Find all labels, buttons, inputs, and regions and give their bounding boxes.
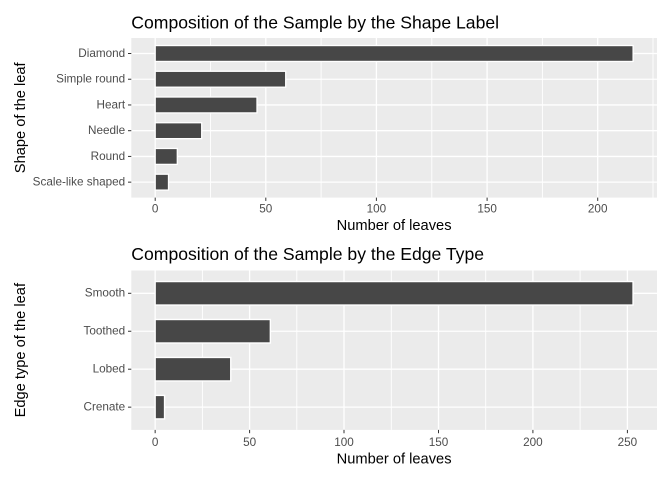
svg-text:Composition of the Sample by t: Composition of the Sample by the Edge Ty… <box>131 244 484 264</box>
svg-text:150: 150 <box>429 436 449 449</box>
svg-text:Number of leaves: Number of leaves <box>337 451 452 467</box>
svg-text:50: 50 <box>243 436 257 449</box>
svg-text:Simple round: Simple round <box>56 73 125 86</box>
svg-text:150: 150 <box>477 203 497 216</box>
svg-text:Crenate: Crenate <box>83 401 125 414</box>
svg-text:100: 100 <box>334 436 354 449</box>
svg-text:50: 50 <box>259 203 273 216</box>
svg-text:100: 100 <box>367 203 387 216</box>
svg-text:Scale-like shaped: Scale-like shaped <box>33 176 126 189</box>
svg-text:Smooth: Smooth <box>85 287 125 300</box>
svg-text:250: 250 <box>618 436 638 449</box>
svg-text:Round: Round <box>91 150 126 163</box>
svg-text:Lobed: Lobed <box>93 363 126 376</box>
svg-text:Shape of the leaf: Shape of the leaf <box>13 61 29 173</box>
svg-text:Number of leaves: Number of leaves <box>337 218 452 234</box>
svg-text:0: 0 <box>152 436 159 449</box>
svg-text:Heart: Heart <box>97 98 126 111</box>
svg-text:Toothed: Toothed <box>83 325 125 338</box>
svg-text:200: 200 <box>523 436 543 449</box>
svg-text:Diamond: Diamond <box>78 47 125 60</box>
svg-text:Composition of the Sample by t: Composition of the Sample by the Shape L… <box>131 12 499 32</box>
svg-text:0: 0 <box>152 203 159 216</box>
svg-text:200: 200 <box>588 203 608 216</box>
svg-text:Edge type of the leaf: Edge type of the leaf <box>13 282 29 417</box>
svg-text:Needle: Needle <box>88 124 125 137</box>
